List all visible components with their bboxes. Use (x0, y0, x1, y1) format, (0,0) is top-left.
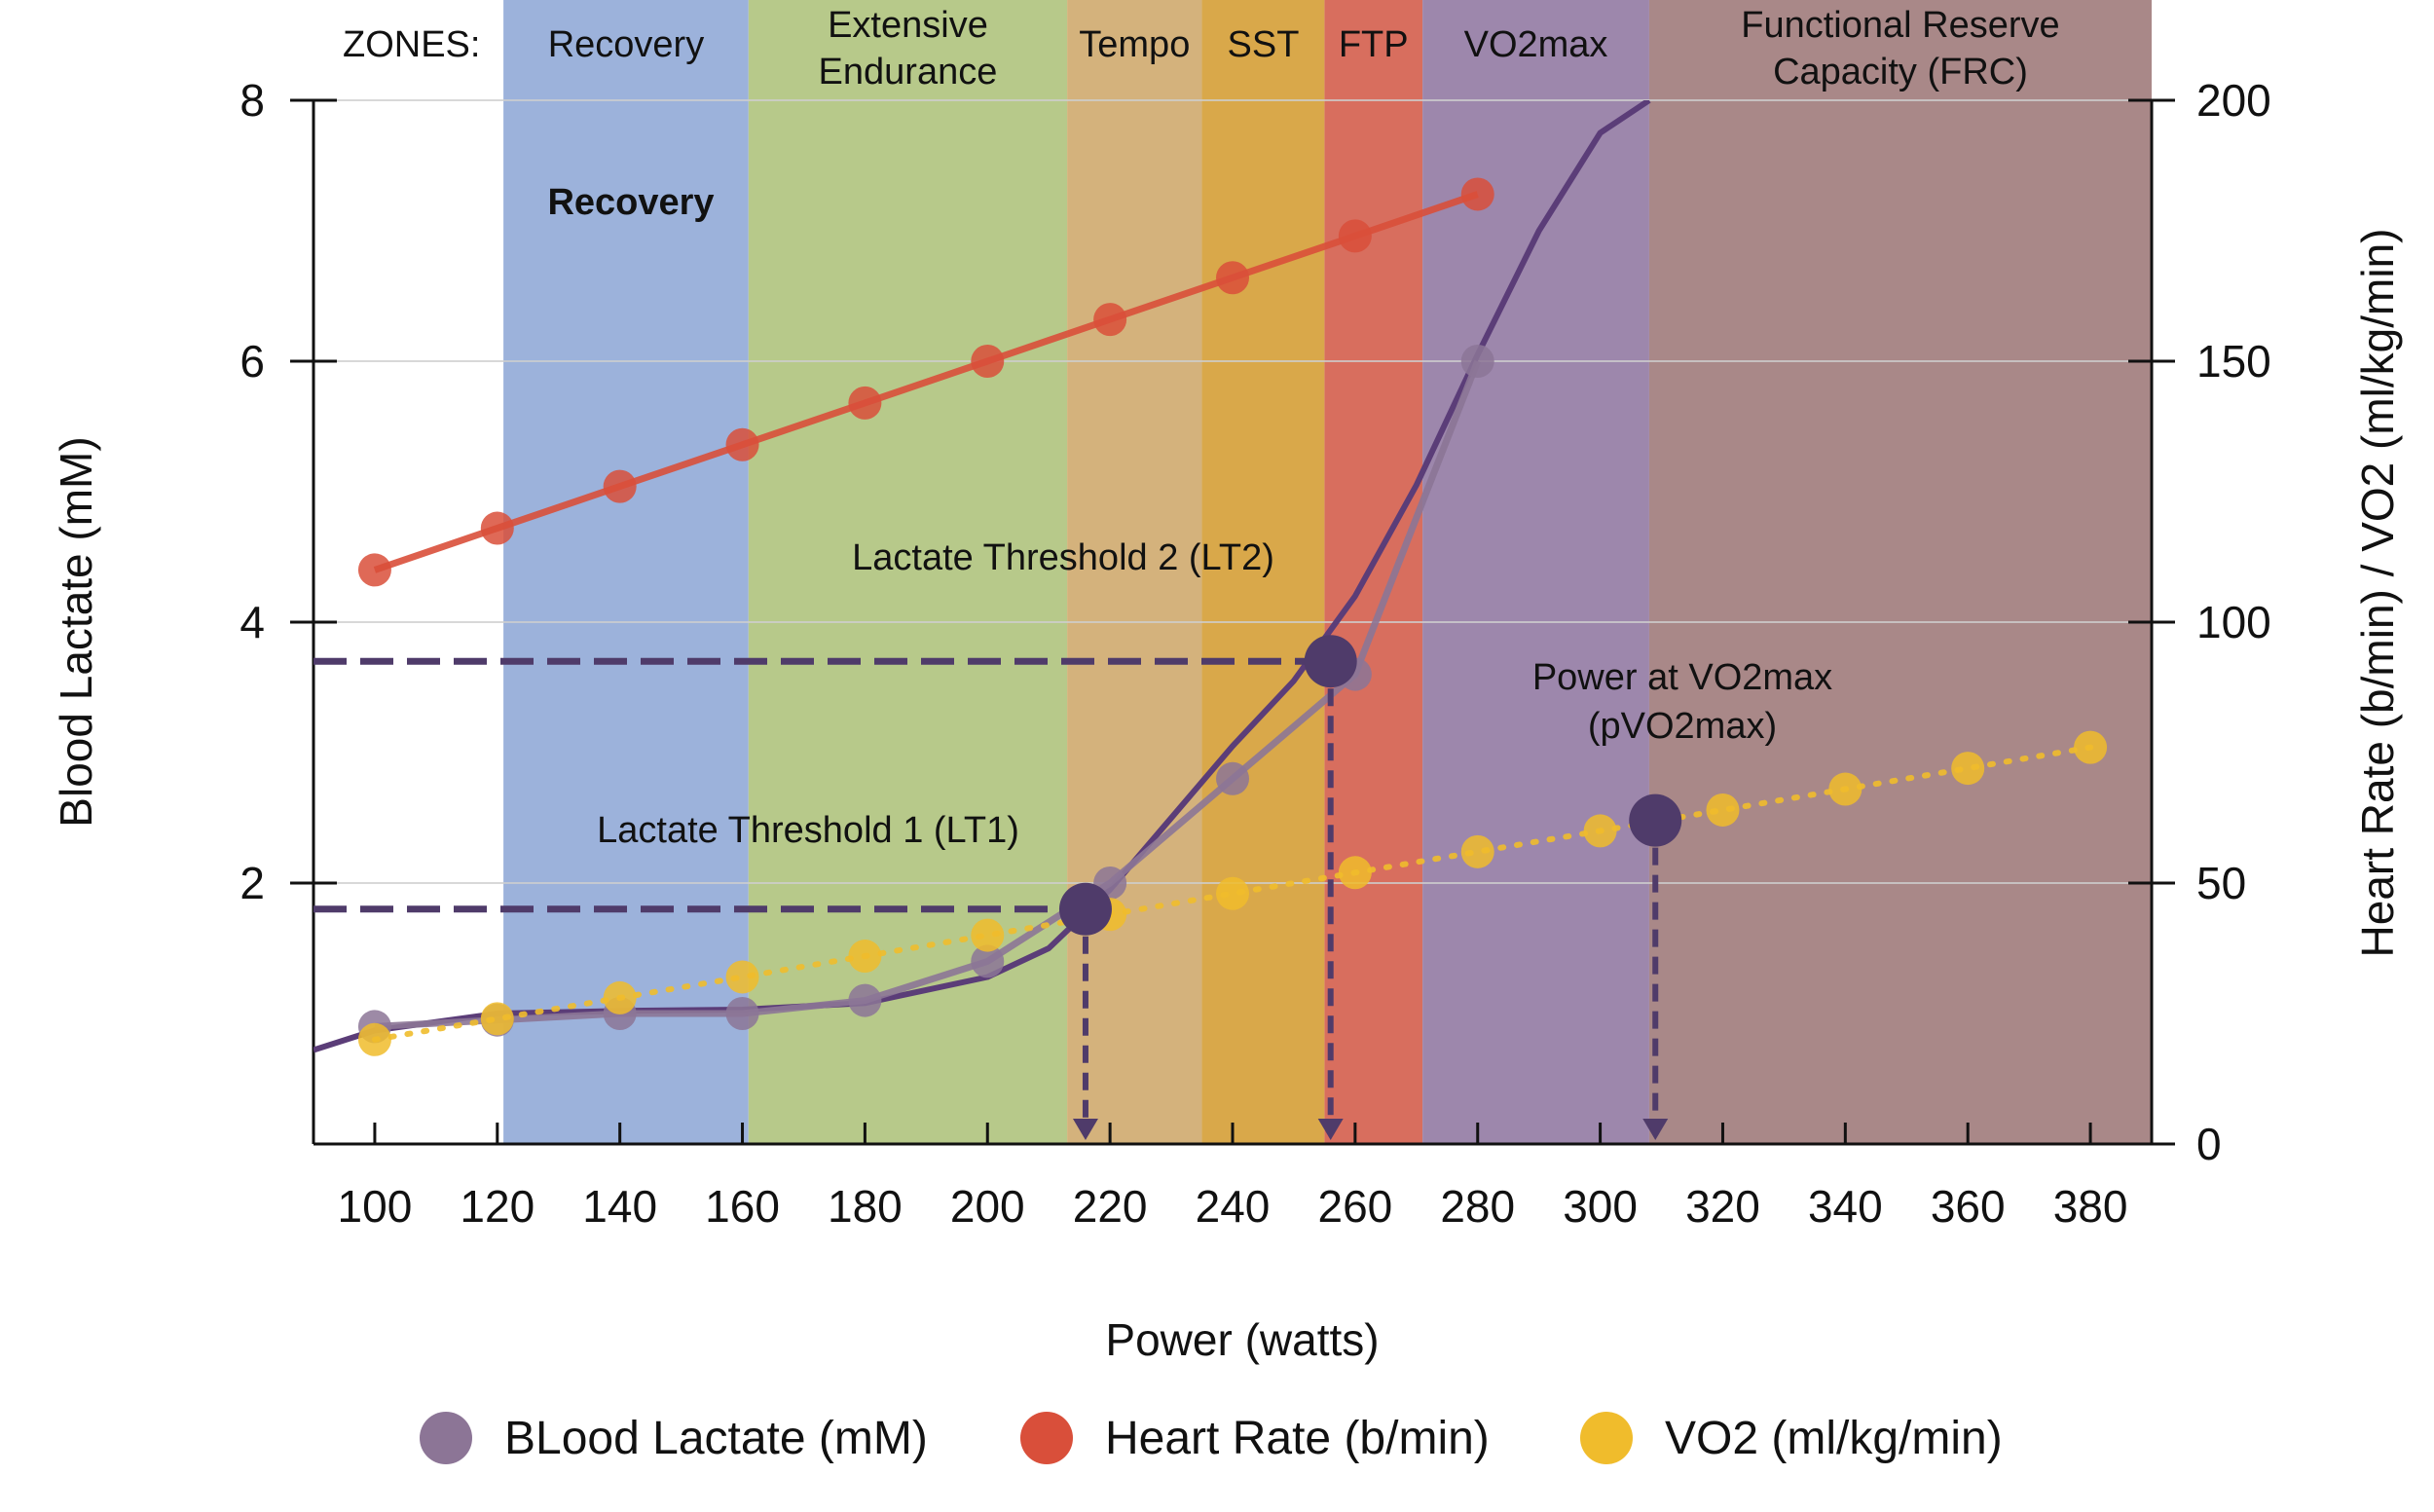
data-point (480, 511, 514, 545)
y-tick-label: 4 (240, 597, 265, 647)
y-axis-title: Blood Lactate (mM) (51, 436, 101, 827)
x-tick-label: 340 (1808, 1181, 1883, 1232)
data-point (848, 386, 882, 420)
zone-label: VO2max (1464, 24, 1608, 65)
arrow-head (1642, 1119, 1669, 1140)
data-point (1460, 177, 1494, 211)
zone-label: Tempo (1079, 24, 1190, 65)
zone-label: Capacity (FRC) (1773, 52, 2028, 92)
zone-label: Recovery (548, 24, 705, 65)
x-tick-label: 300 (1563, 1181, 1638, 1232)
x-tick-label: 380 (2053, 1181, 2128, 1232)
threshold-marker (1629, 793, 1682, 847)
threshold-label: Lactate Threshold 1 (LT1) (597, 810, 1019, 851)
zone-label: FTP (1339, 24, 1409, 65)
series-line (373, 191, 1479, 573)
threshold-marker (1058, 882, 1112, 936)
x-tick-label: 240 (1196, 1181, 1271, 1232)
y2-tick-label: 50 (2196, 858, 2246, 908)
data-point (848, 940, 882, 974)
x-tick-label: 320 (1685, 1181, 1760, 1232)
threshold-marker (1304, 635, 1357, 688)
data-point (848, 983, 882, 1017)
data-point (1583, 814, 1617, 848)
data-point (357, 553, 391, 587)
zone-label: Extensive (828, 5, 988, 46)
x-tick-label: 280 (1440, 1181, 1515, 1232)
zone-band (748, 0, 1068, 1144)
zones-title: ZONES: (343, 24, 480, 65)
legend-label: VO2 (ml/kg/min) (1665, 1413, 2003, 1464)
zone-band (503, 0, 749, 1144)
data-point (1706, 793, 1740, 827)
threshold-label: Power at VO2max (1532, 657, 1832, 698)
zone-band (1201, 0, 1325, 1144)
y2-tick-label: 100 (2196, 597, 2271, 647)
data-point (1951, 752, 1985, 786)
data-point (1828, 772, 1862, 806)
zone-band (1422, 0, 1649, 1144)
data-point (1216, 876, 1249, 910)
data-point (357, 1022, 391, 1056)
data-point (1216, 761, 1249, 795)
zone-label: Functional Reserve (1741, 5, 2059, 46)
data-point (1216, 261, 1249, 295)
series-line (374, 359, 1481, 1030)
y-tick-label: 6 (240, 336, 265, 387)
data-point (971, 345, 1005, 378)
x-tick-label: 180 (828, 1181, 903, 1232)
x-tick-label: 160 (705, 1181, 780, 1232)
data-point (480, 1002, 514, 1036)
data-point (725, 960, 759, 994)
zone-band (1324, 0, 1423, 1144)
data-point (603, 980, 637, 1014)
x-tick-label: 220 (1073, 1181, 1148, 1232)
x-tick-label: 120 (460, 1181, 535, 1232)
data-point (971, 944, 1005, 978)
zone-sub-label: Recovery (547, 182, 714, 223)
y2-tick-label: 150 (2196, 336, 2271, 387)
data-point (603, 469, 637, 503)
arrow-head (1072, 1119, 1098, 1140)
zone-label: Endurance (819, 52, 998, 92)
data-point (971, 918, 1005, 952)
data-point (1338, 219, 1372, 253)
x-tick-label: 140 (582, 1181, 657, 1232)
data-point (1093, 303, 1127, 337)
data-point (1338, 856, 1372, 890)
x-tick-label: 360 (1931, 1181, 2006, 1232)
legend-swatch (1580, 1412, 1633, 1464)
y2-tick-label: 200 (2196, 75, 2271, 126)
zone-band (1648, 0, 2152, 1144)
arrow-head (1317, 1119, 1344, 1140)
legend-swatch (1020, 1412, 1073, 1464)
legend-label: Heart Rate (b/min) (1105, 1413, 1490, 1464)
legend-swatch (420, 1412, 472, 1464)
y2-tick-label: 0 (2196, 1119, 2222, 1169)
x-tick-label: 260 (1317, 1181, 1392, 1232)
x-tick-label: 100 (338, 1181, 413, 1232)
legend-label: BLood Lactate (mM) (504, 1413, 928, 1464)
threshold-label: (pVO2max) (1588, 706, 1777, 747)
x-axis-title: Power (watts) (1105, 1314, 1379, 1365)
data-point (725, 427, 759, 461)
data-point (1460, 834, 1494, 868)
y2-axis-title: Heart Rate (b/min) / VO2 (ml/kg/min) (2352, 229, 2403, 958)
zone-band (1067, 0, 1202, 1144)
y-tick-label: 2 (240, 858, 265, 908)
y-tick-label: 8 (240, 75, 265, 126)
data-point (1460, 345, 1494, 378)
data-point (2074, 730, 2108, 764)
zone-label: SST (1228, 24, 1300, 65)
threshold-label: Lactate Threshold 2 (LT2) (852, 537, 1274, 578)
data-point (725, 997, 759, 1030)
x-tick-label: 200 (950, 1181, 1025, 1232)
